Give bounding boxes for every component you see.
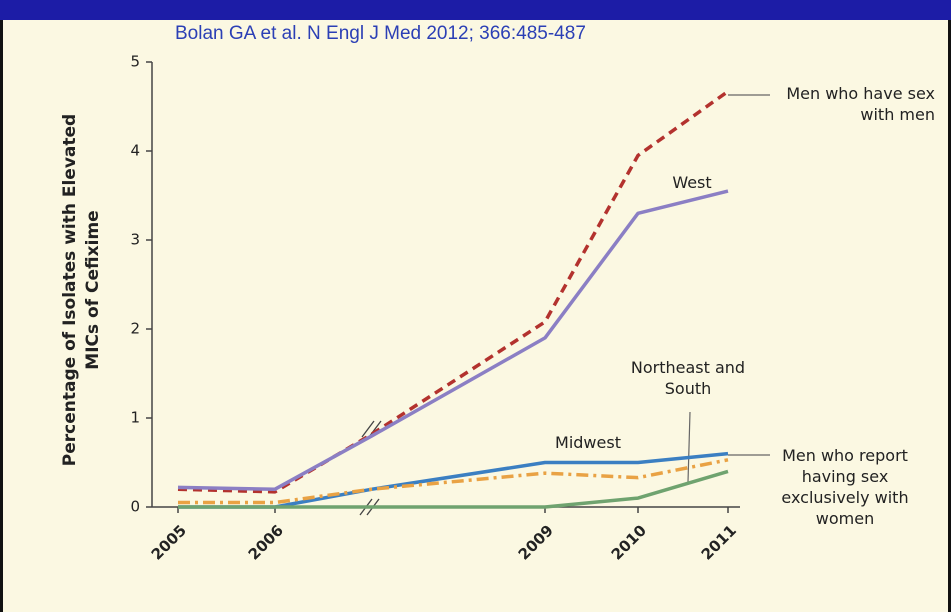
series-line xyxy=(177,89,730,494)
header-bar xyxy=(0,0,951,20)
y-axis-label: Percentage of Isolates with Elevated xyxy=(60,114,80,466)
x-tick-label: 2010 xyxy=(608,521,650,563)
citation: Bolan GA et al. N Engl J Med 2012; 366:4… xyxy=(175,23,586,44)
y-tick-label: 1 xyxy=(130,409,140,427)
series-label: West xyxy=(672,173,712,192)
x-tick-label: 2006 xyxy=(245,521,287,563)
border-left xyxy=(0,20,3,612)
series-label: Men who report having sex exclusively wi… xyxy=(781,446,909,528)
series-label: Men who have sex with men xyxy=(786,84,935,124)
y-axis-label: MICs of Cefixime xyxy=(83,210,103,369)
border-right xyxy=(948,20,951,612)
y-tick-label: 0 xyxy=(130,498,140,516)
series-label: Midwest xyxy=(555,433,621,452)
y-tick-label: 2 xyxy=(130,320,140,338)
series-line xyxy=(178,469,729,509)
x-tick-label: 2005 xyxy=(148,521,190,563)
y-tick-label: 3 xyxy=(130,231,140,249)
series-line xyxy=(178,458,729,505)
y-tick-label: 4 xyxy=(130,142,140,160)
leader-lines xyxy=(687,94,770,483)
x-tick-label: 2009 xyxy=(515,521,557,563)
y-tick-label: 5 xyxy=(130,53,140,71)
series-label: Northeast and South xyxy=(630,358,746,398)
x-tick-label: 2011 xyxy=(698,521,740,563)
series-line xyxy=(177,189,729,491)
